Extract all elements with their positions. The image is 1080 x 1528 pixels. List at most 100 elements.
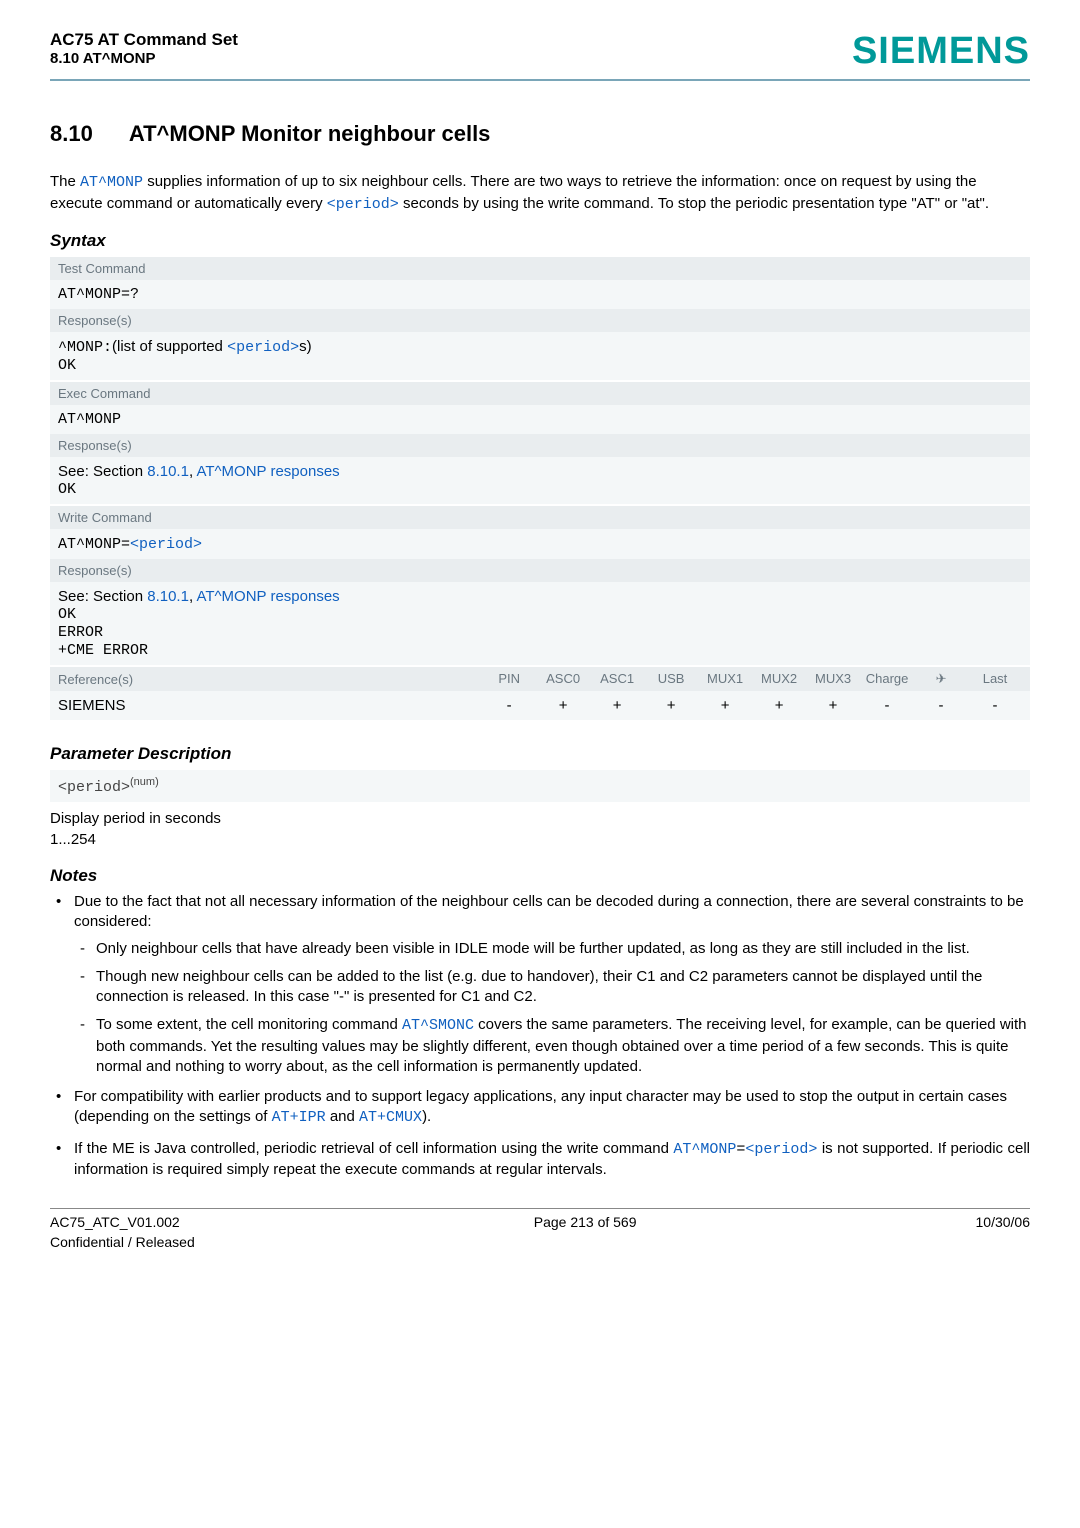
note-2-pre: For compatibility with earlier products … <box>74 1088 1007 1125</box>
footer-rule <box>50 1208 1030 1209</box>
val-asc1: + <box>590 697 644 714</box>
col-last: Last <box>968 671 1022 687</box>
reference-header-row: Reference(s) PIN ASC0 ASC1 USB MUX1 MUX2… <box>50 667 1030 691</box>
note-2: For compatibility with earlier products … <box>50 1087 1030 1129</box>
note-1-sublist: Only neighbour cells that have already b… <box>74 939 1030 1078</box>
note-3-param: <period> <box>745 1141 817 1158</box>
footer-left: AC75_ATC_V01.002 Confidential / Released <box>50 1213 195 1252</box>
col-usb: USB <box>644 671 698 687</box>
exec-resp-label: Response(s) <box>50 434 1030 457</box>
param-sup: (num) <box>130 776 159 788</box>
test-resp-body: ^MONP:(list of supported <period>s) OK <box>50 332 1030 380</box>
exec-label: Exec Command <box>50 382 1030 405</box>
val-charge: - <box>860 697 914 714</box>
test-cmd: AT^MONP=? <box>50 280 1030 309</box>
note-3-pre: If the ME is Java controlled, periodic r… <box>74 1140 673 1157</box>
val-usb: + <box>644 697 698 714</box>
section-text: AT^MONP Monitor neighbour cells <box>129 121 491 146</box>
col-pin: PIN <box>482 671 536 687</box>
brand-logo: SIEMENS <box>852 30 1030 73</box>
syntax-heading: Syntax <box>50 231 1030 251</box>
section-title: 8.10 AT^MONP Monitor neighbour cells <box>50 121 1030 147</box>
col-mux1: MUX1 <box>698 671 752 687</box>
intro-cmd: AT^MONP <box>80 174 143 191</box>
param-range: 1...254 <box>50 831 1030 848</box>
write-see-pre: See: Section <box>58 588 147 605</box>
val-mux2: + <box>752 697 806 714</box>
reference-value-cells: - + + + + + + - - - <box>482 697 1022 714</box>
test-resp-text1: (list of supported <box>112 338 227 355</box>
notes-heading: Notes <box>50 866 1030 886</box>
write-see-link1: 8.10.1 <box>147 588 189 605</box>
note-1: Due to the fact that not all necessary i… <box>50 892 1030 1077</box>
col-airplane: ✈ <box>914 671 968 687</box>
test-command-block: Test Command AT^MONP=? Response(s) ^MONP… <box>50 257 1030 380</box>
exec-see-pre: See: Section <box>58 463 147 480</box>
test-ok: OK <box>58 357 76 374</box>
col-mux3: MUX3 <box>806 671 860 687</box>
footer-date: 10/30/06 <box>976 1213 1031 1252</box>
param-name: <period> <box>58 779 130 796</box>
write-ok: OK <box>58 606 76 623</box>
exec-see-link2: AT^MONP responses <box>196 463 339 480</box>
col-mux2: MUX2 <box>752 671 806 687</box>
exec-ok: OK <box>58 481 76 498</box>
intro-param: <period> <box>327 196 399 213</box>
note-2-post: ). <box>422 1108 431 1125</box>
note-1a: Only neighbour cells that have already b… <box>74 939 1030 959</box>
test-resp-text2: s) <box>299 338 312 355</box>
write-resp-body: See: Section 8.10.1, AT^MONP responses O… <box>50 582 1030 665</box>
intro-paragraph: The AT^MONP supplies information of up t… <box>50 171 1030 215</box>
footer-doc-id: AC75_ATC_V01.002 <box>50 1213 195 1233</box>
reference-vendor: SIEMENS <box>58 697 482 714</box>
val-asc0: + <box>536 697 590 714</box>
product-name: AC75 AT Command Set <box>50 30 238 50</box>
note-2-cmd1: AT+IPR <box>272 1109 326 1126</box>
test-label: Test Command <box>50 257 1030 280</box>
header-rule <box>50 79 1030 81</box>
val-mux3: + <box>806 697 860 714</box>
exec-command-block: Exec Command AT^MONP Response(s) See: Se… <box>50 382 1030 504</box>
val-mux1: + <box>698 697 752 714</box>
write-see-link2: AT^MONP responses <box>196 588 339 605</box>
header-left: AC75 AT Command Set 8.10 AT^MONP <box>50 30 238 67</box>
write-cmd: AT^MONP=<period> <box>50 529 1030 559</box>
col-asc0: ASC0 <box>536 671 590 687</box>
write-label: Write Command <box>50 506 1030 529</box>
param-desc-heading: Parameter Description <box>50 744 1030 764</box>
val-last: - <box>968 697 1022 714</box>
intro-pre: The <box>50 173 80 190</box>
val-airplane: - <box>914 697 968 714</box>
test-resp-prefix: ^MONP: <box>58 339 112 356</box>
exec-cmd: AT^MONP <box>50 405 1030 434</box>
footer-confidential: Confidential / Released <box>50 1233 195 1253</box>
page-footer: AC75_ATC_V01.002 Confidential / Released… <box>50 1213 1030 1268</box>
write-command-block: Write Command AT^MONP=<period> Response(… <box>50 506 1030 665</box>
param-desc-text: Display period in seconds <box>50 810 1030 827</box>
note-1b: Though new neighbour cells can be added … <box>74 967 1030 1008</box>
note-1c-cmd: AT^SMONC <box>402 1017 474 1034</box>
col-charge: Charge <box>860 671 914 687</box>
write-cmd-pre: AT^MONP= <box>58 536 130 553</box>
param-box: <period>(num) <box>50 770 1030 802</box>
note-3-cmd: AT^MONP <box>673 1141 736 1158</box>
page-header: AC75 AT Command Set 8.10 AT^MONP SIEMENS <box>50 30 1030 73</box>
test-resp-label: Response(s) <box>50 309 1030 332</box>
intro-mid2: seconds by using the write command. To s… <box>399 195 989 212</box>
note-1c-pre: To some extent, the cell monitoring comm… <box>96 1016 402 1033</box>
notes-list: Due to the fact that not all necessary i… <box>50 892 1030 1180</box>
note-2-cmd2: AT+CMUX <box>359 1109 422 1126</box>
note-3: If the ME is Java controlled, periodic r… <box>50 1139 1030 1181</box>
section-number: 8.10 <box>50 121 93 146</box>
reference-header-cells: PIN ASC0 ASC1 USB MUX1 MUX2 MUX3 Charge … <box>482 671 1022 687</box>
val-pin: - <box>482 697 536 714</box>
reference-value-row: SIEMENS - + + + + + + - - - <box>50 691 1030 720</box>
exec-see-link1: 8.10.1 <box>147 463 189 480</box>
test-resp-param: <period> <box>227 339 299 356</box>
exec-resp-body: See: Section 8.10.1, AT^MONP responses O… <box>50 457 1030 504</box>
section-ref: 8.10 AT^MONP <box>50 50 238 67</box>
note-1-text: Due to the fact that not all necessary i… <box>74 893 1024 930</box>
write-cmd-param: <period> <box>130 536 202 553</box>
write-cme: +CME ERROR <box>58 642 148 659</box>
reference-label: Reference(s) <box>58 672 482 687</box>
